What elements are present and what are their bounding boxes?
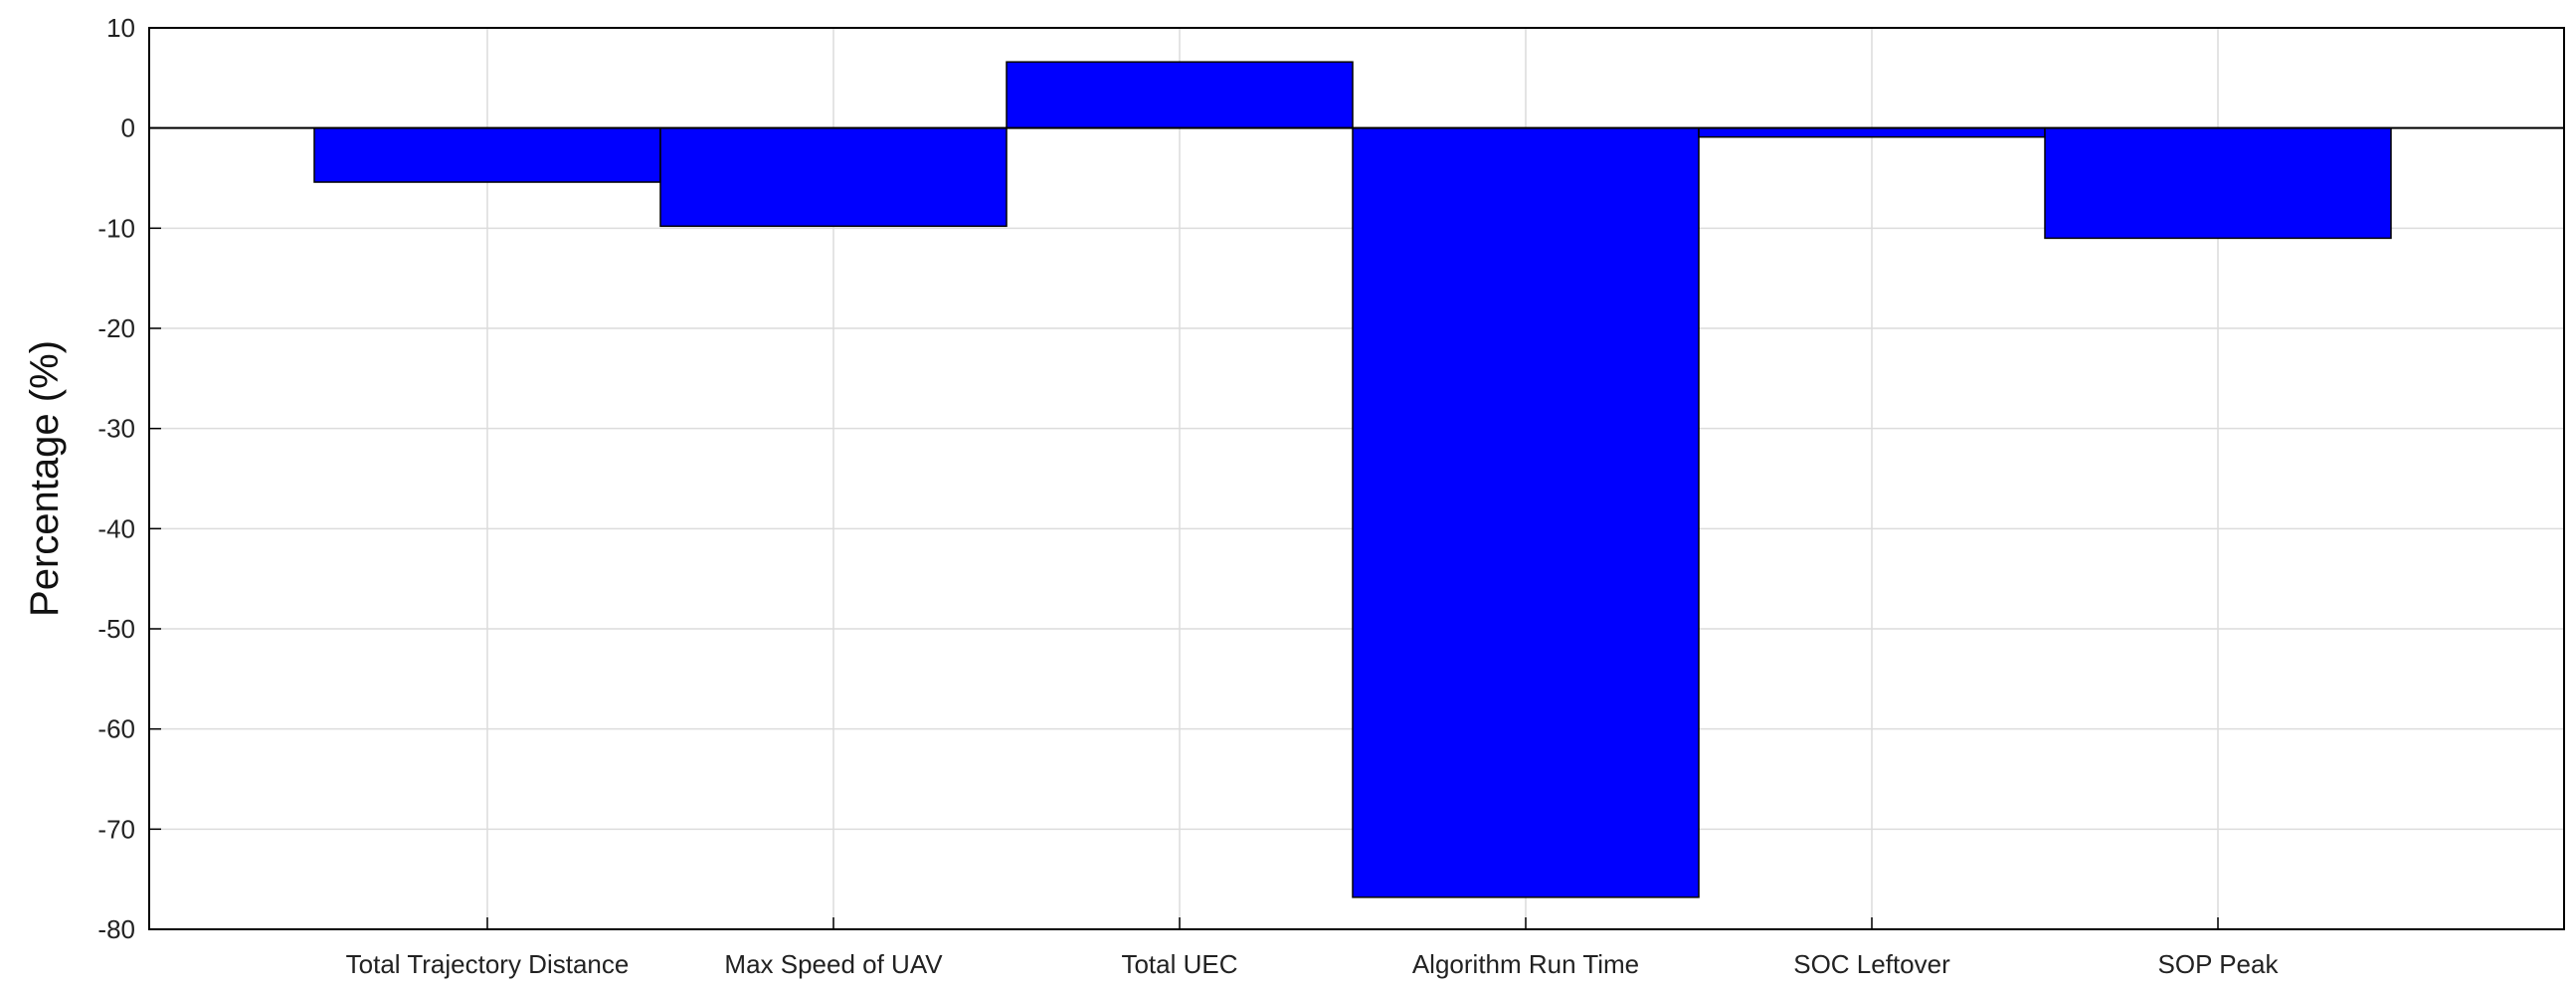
y-tick-label: -40 [97, 513, 135, 543]
y-tick-label: -80 [97, 914, 135, 944]
bar-sop-peak [2044, 126, 2392, 240]
y-tick-label: -70 [97, 814, 135, 844]
y-tick-labels: 10 0 -10 -20 -30 -40 -50 -60 -70 -80 [97, 13, 135, 944]
bar-layer [313, 61, 2392, 898]
x-tick-label: SOC Leftover [1793, 949, 1950, 979]
bar-algorithm-run-time [1352, 126, 1700, 898]
bar-total-trajectory-distance [313, 126, 661, 183]
x-tick-label: Total Trajectory Distance [346, 949, 630, 979]
y-tick-label: -60 [97, 714, 135, 744]
x-tick-label: Total UEC [1121, 949, 1237, 979]
y-axis-title: Percentage (%) [23, 340, 67, 617]
x-tick-label: Algorithm Run Time [1412, 949, 1639, 979]
x-tick-labels: Total Trajectory Distance Max Speed of UA… [346, 949, 2280, 979]
bar-max-speed-of-uav [659, 126, 1008, 228]
bar-soc-leftover [1698, 126, 2046, 138]
x-tick-label: Max Speed of UAV [724, 949, 943, 979]
y-tick-label: -30 [97, 414, 135, 444]
x-tick-label: SOP Peak [2158, 949, 2280, 979]
y-tick-label: 10 [106, 13, 135, 43]
bar-total-uec [1006, 61, 1354, 129]
y-tick-label: -20 [97, 313, 135, 343]
plot-frame [148, 27, 2565, 930]
y-tick-label: -10 [97, 213, 135, 243]
y-tick-label: 0 [121, 113, 135, 143]
axis-layer [148, 27, 2565, 930]
y-tick-label: -50 [97, 614, 135, 644]
